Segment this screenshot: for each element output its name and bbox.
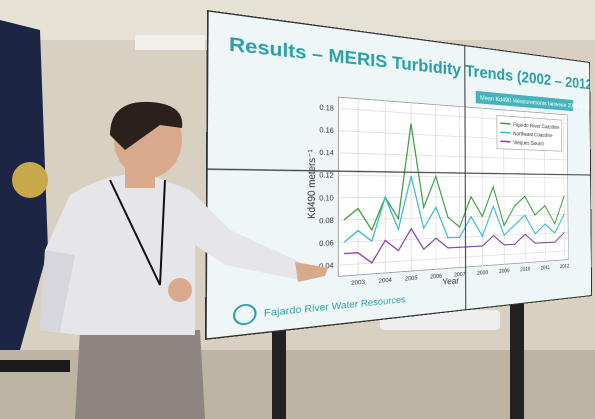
pointing-hand [295,262,328,282]
shirt [40,174,300,335]
pants [75,330,205,419]
hand [168,278,192,302]
flag-emblem [12,162,48,198]
chair [0,360,70,372]
